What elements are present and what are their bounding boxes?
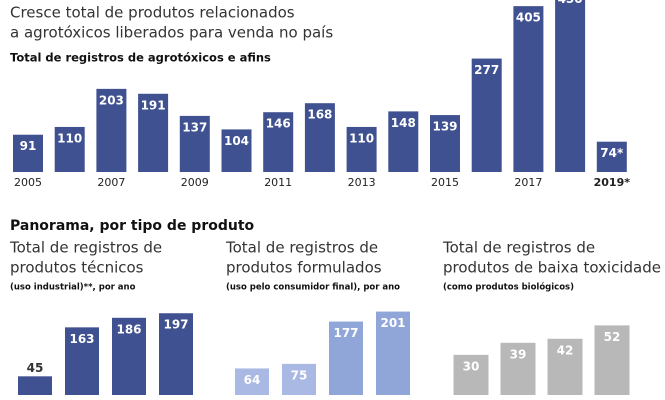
value-label: 52 (604, 330, 621, 344)
title-line: a agrotóxicos liberados para venda no pa… (10, 24, 333, 42)
value-label: 191 (141, 98, 166, 112)
chart-note: (uso pelo consumidor final), por ano (226, 283, 400, 293)
bar (471, 58, 502, 172)
chart-note: (uso industrial)**, por ano (10, 283, 136, 293)
subtitle: Total de registros de agrotóxicos e afin… (10, 51, 271, 65)
value-label: 139 (432, 120, 457, 134)
chart-title-line: produtos técnicos (10, 259, 144, 277)
bar (263, 112, 294, 172)
x-tick-label: 2015 (431, 176, 459, 189)
value-label: 450 (558, 0, 583, 6)
value-label: 405 (516, 11, 541, 25)
chart-title-line: produtos formulados (226, 259, 382, 277)
bar (555, 0, 586, 173)
bar (159, 313, 193, 395)
x-tick-label: 2013 (348, 176, 376, 189)
bar (453, 354, 489, 395)
value-label: 64 (244, 373, 261, 387)
title-line: Cresce total de produtos relacionados (10, 4, 295, 22)
bar (430, 115, 460, 172)
bar (65, 327, 99, 395)
value-label: 177 (333, 326, 358, 340)
bar (376, 311, 410, 395)
value-label: 104 (224, 134, 249, 148)
bar (221, 129, 252, 172)
bar (138, 93, 169, 172)
x-tick-label: 2019* (594, 176, 631, 189)
value-label: 168 (307, 108, 332, 122)
value-label: 146 (266, 117, 291, 131)
bar (112, 317, 146, 395)
bar (18, 376, 52, 395)
bar (304, 103, 335, 172)
value-label: 203 (99, 93, 124, 107)
bar (54, 126, 85, 172)
x-tick-label: 2007 (97, 176, 125, 189)
chart-title-line: Total de registros de (225, 239, 378, 257)
chart-note: (como produtos biológicos) (443, 282, 574, 293)
chart-title-line: Total de registros de (9, 239, 162, 257)
chart-title-line: Total de registros de (442, 239, 595, 257)
value-label: 277 (474, 63, 499, 77)
x-tick-label: 2005 (14, 176, 42, 189)
value-label: 30 (463, 359, 480, 373)
value-label: 74* (600, 146, 624, 160)
bar (282, 363, 316, 395)
bar (594, 325, 630, 395)
x-tick-label: 2009 (181, 176, 209, 189)
bar (179, 115, 210, 172)
bar (329, 321, 363, 395)
value-label: 197 (163, 318, 188, 332)
bar (13, 134, 43, 172)
value-label: 201 (380, 316, 405, 330)
bar (596, 141, 627, 172)
value-label: 75 (291, 368, 308, 382)
bar (500, 342, 536, 395)
value-label: 39 (510, 347, 527, 361)
bar (96, 88, 127, 172)
value-label: 110 (57, 131, 82, 145)
value-label: 163 (69, 332, 94, 346)
section-title: Panorama, por tipo de produto (10, 218, 255, 234)
chart-title-line: produtos de baixa toxicidade (443, 259, 661, 277)
value-label: 186 (116, 322, 141, 336)
x-tick-label: 2017 (514, 176, 542, 189)
bar (547, 338, 583, 395)
value-label: 110 (349, 131, 374, 145)
value-label: 148 (391, 116, 416, 130)
value-label: 42 (557, 343, 574, 357)
value-label: 45 (27, 361, 44, 375)
bar (346, 126, 377, 172)
value-label: 91 (20, 139, 37, 153)
x-tick-label: 2011 (264, 176, 292, 189)
value-label: 137 (182, 120, 207, 134)
bar (235, 368, 269, 395)
bar (513, 6, 544, 173)
bar (388, 111, 419, 172)
